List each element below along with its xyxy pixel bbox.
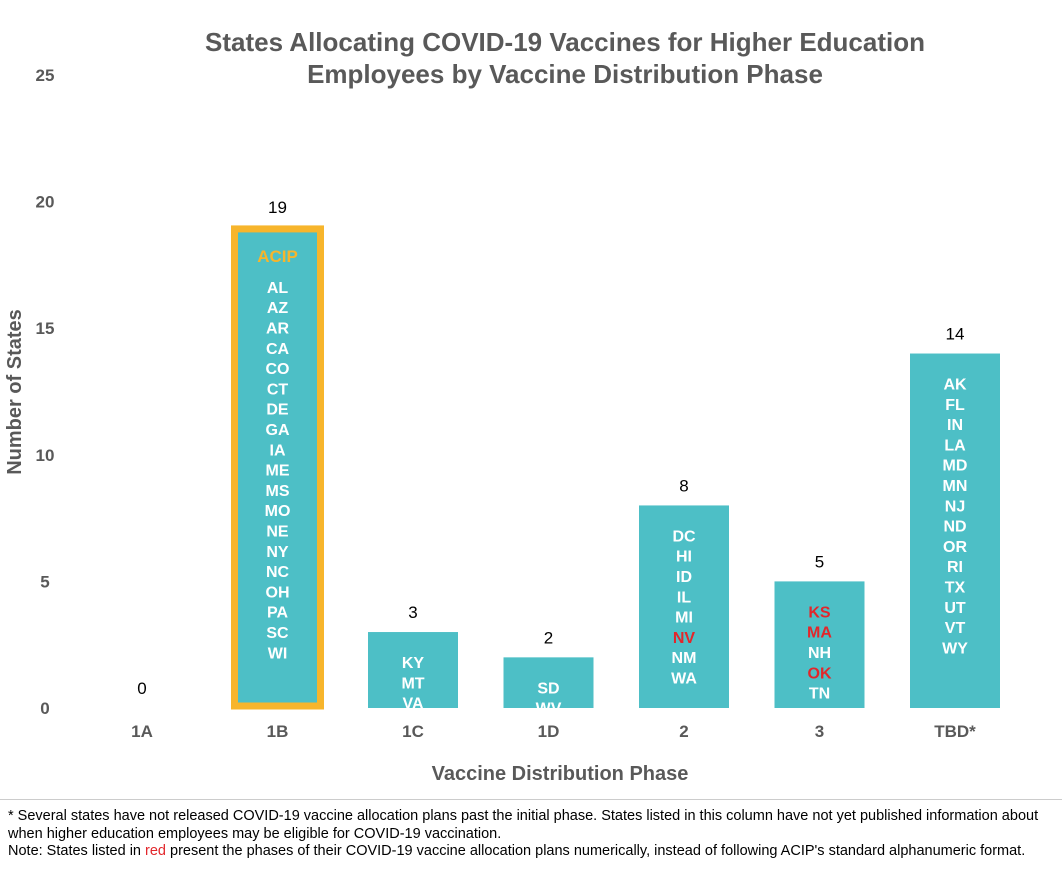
- bar: [774, 581, 865, 708]
- footnote-note: Note: States listed in red present the p…: [8, 843, 1053, 861]
- bar: [368, 632, 458, 708]
- state-label: MN: [943, 478, 968, 495]
- y-axis-label: Number of States: [4, 309, 26, 475]
- y-tick-label: 25: [36, 66, 55, 85]
- y-tick-label: 5: [40, 572, 49, 591]
- chart-title: States Allocating COVID-19 Vaccines for …: [90, 26, 1040, 90]
- state-label: CT: [267, 381, 289, 398]
- chart-title-line-1: States Allocating COVID-19 Vaccines for …: [205, 27, 925, 57]
- state-label: ME: [266, 463, 290, 480]
- y-tick-label: 15: [36, 319, 55, 338]
- bar: [639, 505, 729, 708]
- state-label: AZ: [267, 300, 289, 317]
- state-label: MS: [266, 483, 290, 500]
- footnote-note-red-word: red: [145, 843, 166, 859]
- state-label: WY: [942, 640, 968, 657]
- state-label: WV: [536, 701, 562, 718]
- data-label: 3: [408, 603, 417, 622]
- footnotes: * Several states have not released COVID…: [8, 808, 1053, 861]
- state-label: KS: [808, 604, 831, 621]
- state-label: MT: [401, 675, 424, 692]
- footnote-note-suffix: present the phases of their COVID-19 vac…: [165, 843, 1026, 859]
- bar: [910, 353, 1000, 708]
- x-axis-label: Vaccine Distribution Phase: [432, 763, 689, 785]
- state-label: OH: [266, 584, 290, 601]
- bar: [503, 657, 594, 708]
- state-label: ND: [943, 519, 966, 536]
- state-label: AK: [943, 377, 967, 394]
- state-label: NJ: [945, 498, 965, 515]
- state-label: SC: [266, 625, 289, 642]
- state-label: ID: [676, 569, 692, 586]
- state-label: NM: [672, 650, 697, 667]
- state-label: LA: [944, 437, 966, 454]
- footnote-tbd: * Several states have not released COVID…: [8, 808, 1039, 842]
- state-label: IL: [677, 589, 691, 606]
- state-label: UT: [944, 600, 966, 617]
- state-label: WA: [671, 671, 697, 688]
- state-label: NY: [266, 544, 289, 561]
- state-label: VT: [945, 620, 966, 637]
- state-label: HI: [676, 549, 692, 566]
- x-tick-label: 1D: [538, 722, 560, 741]
- x-tick-label: TBD*: [934, 722, 976, 741]
- x-tick-label: 3: [815, 722, 824, 741]
- state-label: MO: [265, 503, 291, 520]
- x-tick-label: 1C: [402, 722, 424, 741]
- footnote-divider: [0, 799, 1062, 800]
- state-label: AR: [266, 321, 290, 338]
- state-label: DC: [672, 528, 696, 545]
- state-label: SD: [537, 680, 559, 697]
- data-label: 2: [544, 628, 553, 647]
- state-label: AL: [267, 280, 289, 297]
- state-label: MD: [943, 458, 968, 475]
- data-label: 19: [268, 198, 287, 217]
- state-label: WI: [268, 645, 288, 662]
- state-label: DE: [266, 402, 289, 419]
- data-label: 0: [137, 679, 146, 698]
- state-label: GA: [266, 422, 290, 439]
- state-label: MA: [807, 625, 832, 642]
- state-label: VA: [402, 696, 423, 713]
- state-label: IN: [947, 417, 963, 434]
- state-label: NC: [266, 564, 290, 581]
- y-tick-label: 20: [36, 193, 55, 212]
- state-label: CA: [266, 341, 290, 358]
- state-label: TN: [809, 686, 830, 703]
- state-label: RI: [947, 559, 963, 576]
- state-label: TX: [945, 580, 966, 597]
- data-label: 5: [815, 552, 824, 571]
- state-label: CO: [266, 361, 290, 378]
- state-label: OK: [808, 665, 832, 682]
- state-label: NV: [673, 630, 696, 647]
- chart-title-line-2: Employees by Vaccine Distribution Phase: [307, 59, 823, 89]
- state-label: FL: [945, 397, 965, 414]
- state-label: IA: [270, 442, 286, 459]
- x-tick-label: 1B: [267, 722, 289, 741]
- x-tick-label: 1A: [131, 722, 153, 741]
- x-tick-label: 2: [679, 722, 688, 741]
- state-label: MI: [675, 610, 693, 627]
- state-label: KY: [402, 655, 425, 672]
- footnote-note-prefix: Note: States listed in: [8, 843, 146, 859]
- y-tick-label: 10: [36, 446, 55, 465]
- bar-header-label: ACIP: [257, 247, 298, 266]
- data-label: 14: [946, 325, 965, 344]
- state-label: PA: [267, 605, 288, 622]
- state-label: NH: [808, 645, 831, 662]
- bar: [231, 225, 324, 710]
- state-label: NE: [266, 524, 289, 541]
- data-label: 8: [679, 476, 688, 495]
- state-label: OR: [943, 539, 967, 556]
- y-tick-label: 0: [40, 699, 49, 718]
